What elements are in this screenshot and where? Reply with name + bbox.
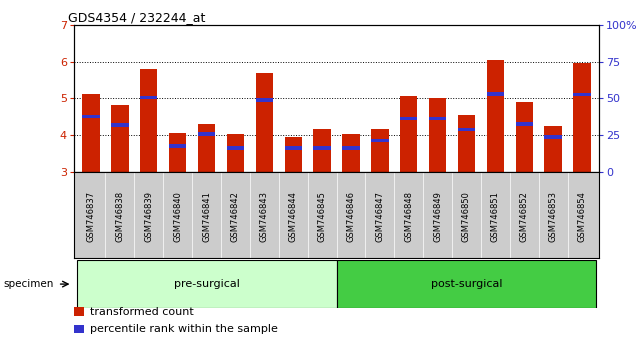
Bar	[169, 144, 187, 148]
Text: GSM746845: GSM746845	[317, 192, 326, 242]
Text: GSM746852: GSM746852	[520, 192, 529, 242]
Bar	[400, 96, 417, 172]
Bar	[337, 260, 596, 308]
Bar	[371, 139, 388, 142]
Text: GDS4354 / 232244_at: GDS4354 / 232244_at	[69, 11, 206, 24]
Bar	[198, 132, 215, 136]
Bar	[342, 134, 360, 172]
Bar	[429, 116, 446, 120]
Bar	[140, 69, 158, 172]
Text: GSM746839: GSM746839	[144, 191, 153, 242]
Bar	[83, 94, 100, 172]
Text: GSM746843: GSM746843	[260, 191, 269, 242]
Bar	[371, 130, 388, 172]
Bar	[544, 135, 562, 139]
Bar	[544, 126, 562, 172]
Bar	[285, 137, 302, 172]
Bar	[83, 115, 100, 119]
Text: GSM746847: GSM746847	[376, 191, 385, 242]
Text: GSM746851: GSM746851	[491, 192, 500, 242]
Bar	[112, 105, 129, 172]
Bar	[227, 134, 244, 172]
Text: GSM746841: GSM746841	[202, 192, 211, 242]
Text: GSM746844: GSM746844	[288, 192, 297, 242]
Bar	[458, 115, 475, 172]
Bar	[515, 122, 533, 126]
Text: GSM746849: GSM746849	[433, 192, 442, 242]
Text: specimen: specimen	[3, 279, 54, 289]
Text: percentile rank within the sample: percentile rank within the sample	[90, 324, 278, 334]
Text: GSM746854: GSM746854	[578, 192, 587, 242]
Text: GSM746850: GSM746850	[462, 192, 471, 242]
Bar	[429, 97, 446, 172]
Bar	[256, 98, 273, 102]
Bar	[169, 133, 187, 172]
Bar	[515, 102, 533, 172]
Bar	[342, 146, 360, 150]
Text: GSM746837: GSM746837	[87, 191, 96, 242]
Bar	[313, 146, 331, 150]
Bar	[140, 96, 158, 99]
Text: GSM746853: GSM746853	[549, 191, 558, 242]
Bar	[573, 63, 590, 172]
Bar	[112, 123, 129, 126]
Text: transformed count: transformed count	[90, 307, 194, 316]
Bar	[487, 92, 504, 96]
Bar	[487, 60, 504, 172]
Bar	[256, 73, 273, 172]
Text: GSM746842: GSM746842	[231, 192, 240, 242]
Text: GSM746846: GSM746846	[347, 191, 356, 242]
Text: GSM746838: GSM746838	[115, 191, 124, 242]
Bar	[313, 130, 331, 172]
Text: pre-surgical: pre-surgical	[174, 279, 240, 289]
Bar	[458, 128, 475, 131]
Bar	[198, 124, 215, 172]
Text: GSM746848: GSM746848	[404, 191, 413, 242]
Bar	[77, 260, 337, 308]
Bar	[285, 146, 302, 150]
Bar	[400, 116, 417, 120]
Bar	[573, 93, 590, 96]
Text: GSM746840: GSM746840	[173, 192, 182, 242]
Bar	[227, 146, 244, 150]
Text: post-surgical: post-surgical	[431, 279, 503, 289]
